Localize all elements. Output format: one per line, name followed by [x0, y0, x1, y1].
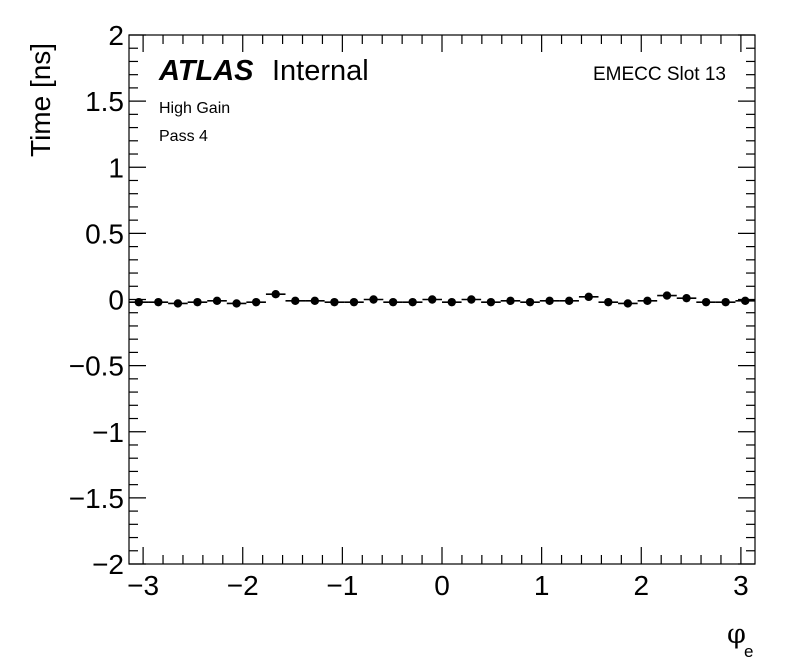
- y-tick-label: 2: [108, 20, 124, 51]
- data-point: [467, 295, 476, 304]
- data-point: [564, 296, 574, 306]
- y-tick-label: −1: [92, 417, 124, 448]
- plot-frame: [128, 34, 756, 565]
- axes: −2−1.5−1−0.500.511.52−3 −2 −1 0 1 2 3: [69, 20, 755, 601]
- data-point: [408, 297, 417, 307]
- x-axis-title-subscript: e: [744, 642, 753, 661]
- data-point: [291, 296, 300, 306]
- y-tick-label: −1.5: [69, 483, 124, 514]
- data-point: [682, 293, 691, 303]
- y-tick-label: −0.5: [69, 351, 124, 382]
- data-point: [271, 290, 280, 299]
- data-point: [173, 299, 183, 308]
- x-tick-label: 0: [434, 570, 450, 601]
- data-point: [525, 297, 535, 307]
- data-point: [662, 291, 672, 300]
- internal-label: Internal: [272, 55, 369, 87]
- pass-label: Pass 4: [159, 128, 208, 145]
- x-tick-label: 3: [733, 570, 749, 601]
- data-point: [545, 296, 554, 306]
- data-point: [701, 297, 711, 307]
- data-point: [506, 296, 515, 306]
- data-point: [584, 292, 593, 302]
- data-point: [388, 297, 398, 307]
- data-point: [643, 296, 652, 306]
- data-point: [349, 297, 359, 307]
- gain-label: High Gain: [159, 100, 230, 117]
- y-tick-label: 1.5: [85, 86, 124, 117]
- x-tick-label: −2: [227, 570, 259, 601]
- x-axis-title-symbol: φ: [727, 619, 746, 650]
- y-tick-label: −2: [92, 549, 124, 580]
- data-point: [193, 297, 202, 307]
- data-point: [447, 297, 456, 307]
- y-tick-label: 0: [108, 285, 124, 316]
- x-tick-label: 1: [534, 570, 550, 601]
- data-points: [129, 290, 755, 308]
- data-point: [721, 297, 730, 307]
- data-point: [134, 297, 143, 307]
- data-point: [251, 297, 261, 307]
- data-point: [604, 297, 613, 307]
- y-axis-title: Time [ns]: [25, 43, 56, 157]
- data-point: [369, 295, 378, 304]
- y-tick-label: 0.5: [85, 218, 124, 249]
- y-tick-label: 1: [108, 152, 124, 183]
- data-point: [232, 299, 241, 308]
- x-tick-label: 2: [633, 570, 649, 601]
- data-point: [330, 297, 339, 307]
- slot-label: EMECC Slot 13: [593, 64, 726, 85]
- atlas-label: ATLAS: [158, 55, 254, 87]
- data-point: [154, 297, 163, 307]
- data-point: [310, 296, 320, 306]
- data-point: [428, 295, 437, 304]
- data-point: [212, 296, 222, 306]
- x-tick-label: −1: [326, 570, 358, 601]
- data-point: [623, 299, 633, 308]
- data-point: [741, 296, 750, 306]
- x-axis-title: φ e: [727, 619, 753, 661]
- data-point: [486, 297, 496, 307]
- x-tick-label: −3: [127, 570, 159, 601]
